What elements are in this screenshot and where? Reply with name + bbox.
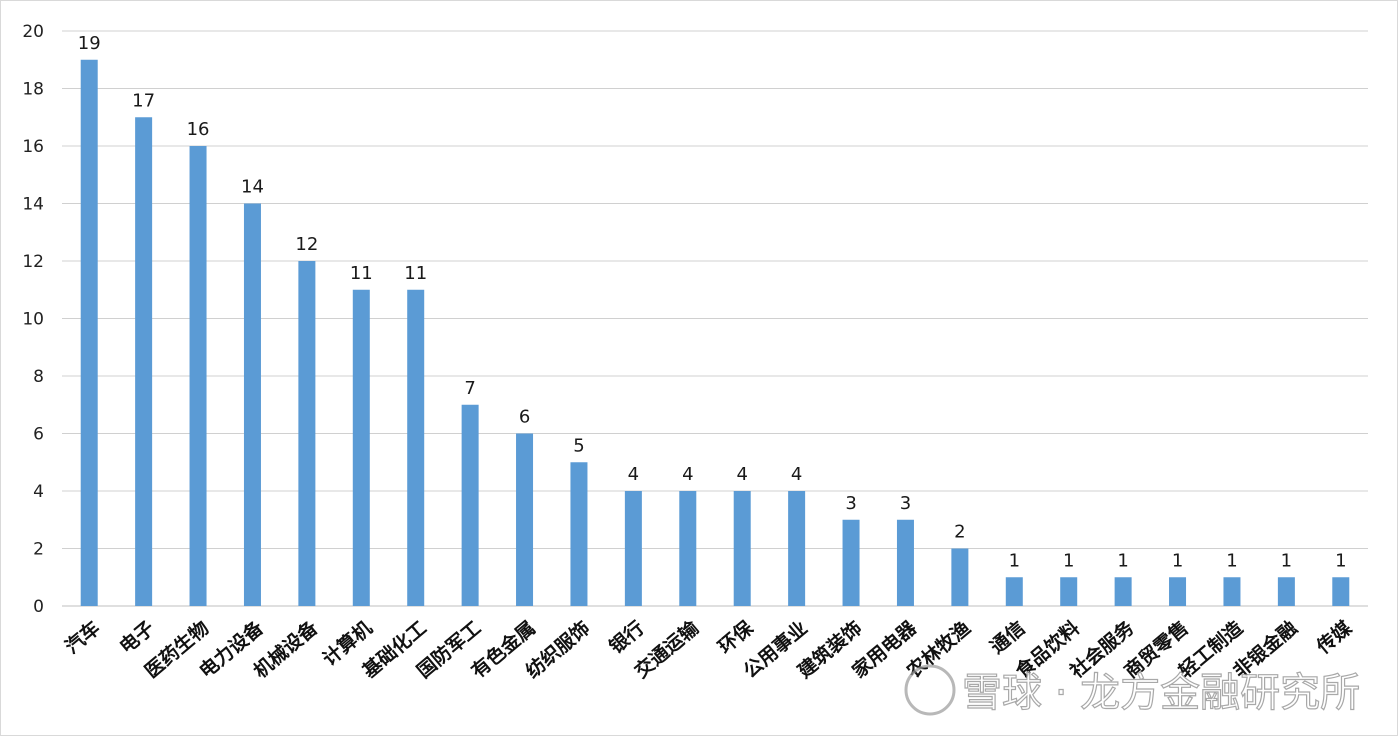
data-label: 1 — [1172, 550, 1183, 571]
bar — [1223, 577, 1241, 606]
data-label: 4 — [682, 464, 693, 485]
bar — [842, 519, 860, 606]
data-label: 1 — [1226, 550, 1237, 571]
data-label: 5 — [573, 435, 584, 456]
data-label: 14 — [241, 177, 264, 198]
data-label: 1 — [1281, 550, 1292, 571]
watermark: 雪球 · 龙方金融研究所 — [904, 664, 1361, 717]
data-label: 19 — [78, 33, 101, 54]
bar — [733, 491, 751, 606]
bar — [243, 203, 261, 606]
data-label: 3 — [845, 493, 856, 514]
data-label: 7 — [464, 378, 475, 399]
bar — [298, 261, 316, 606]
data-label: 1 — [1335, 550, 1346, 571]
bar — [679, 491, 697, 606]
bar — [461, 404, 479, 606]
data-label: 11 — [350, 263, 373, 284]
y-tick-label: 12 — [22, 252, 44, 272]
data-label: 16 — [187, 119, 210, 140]
data-label: 6 — [519, 407, 530, 428]
data-label: 4 — [628, 464, 639, 485]
bar — [189, 146, 207, 606]
bar — [1114, 577, 1132, 606]
y-tick-label: 10 — [22, 310, 44, 330]
bar — [1060, 577, 1078, 606]
bar — [788, 491, 806, 606]
gridlines — [62, 30, 1368, 607]
y-tick-label: 8 — [33, 367, 44, 387]
data-label: 17 — [132, 90, 155, 111]
data-label: 1 — [1009, 550, 1020, 571]
bars — [80, 59, 1350, 606]
y-tick-label: 0 — [33, 597, 44, 617]
x-tick-label: 电子 — [115, 616, 159, 658]
bar — [80, 59, 98, 606]
bar — [135, 117, 153, 606]
x-tick-label: 银行 — [605, 616, 649, 658]
y-axis-ticks: 0 2 4 6 8 10 12 14 16 18 20 — [22, 22, 44, 617]
data-label: 2 — [954, 522, 965, 543]
data-label: 1 — [1117, 550, 1128, 571]
bar — [1332, 577, 1350, 606]
bar — [1277, 577, 1295, 606]
data-label: 4 — [791, 464, 802, 485]
data-label: 4 — [736, 464, 747, 485]
y-tick-label: 14 — [22, 195, 44, 215]
y-tick-label: 18 — [22, 80, 44, 100]
bar — [407, 289, 425, 606]
bar — [516, 433, 534, 606]
y-tick-label: 16 — [22, 137, 44, 157]
y-tick-label: 4 — [33, 482, 44, 502]
x-tick-label: 环保 — [714, 616, 759, 659]
y-tick-label: 20 — [22, 22, 44, 42]
data-label: 12 — [295, 234, 318, 255]
bar — [951, 548, 969, 606]
data-label: 11 — [404, 263, 427, 284]
y-tick-label: 6 — [33, 425, 44, 445]
bar — [1169, 577, 1187, 606]
bar — [624, 491, 642, 606]
watermark-logo-icon — [904, 664, 956, 716]
bar — [1005, 577, 1023, 606]
x-tick-label: 传媒 — [1311, 616, 1356, 659]
data-label: 1 — [1063, 550, 1074, 571]
bar — [896, 519, 914, 606]
x-tick-label: 汽车 — [61, 616, 105, 658]
y-tick-label: 2 — [33, 540, 44, 560]
data-label: 3 — [900, 493, 911, 514]
bar — [352, 289, 370, 606]
watermark-text: 雪球 · 龙方金融研究所 — [962, 670, 1360, 716]
bar — [570, 462, 588, 606]
x-tick-label: 通信 — [986, 616, 1030, 658]
